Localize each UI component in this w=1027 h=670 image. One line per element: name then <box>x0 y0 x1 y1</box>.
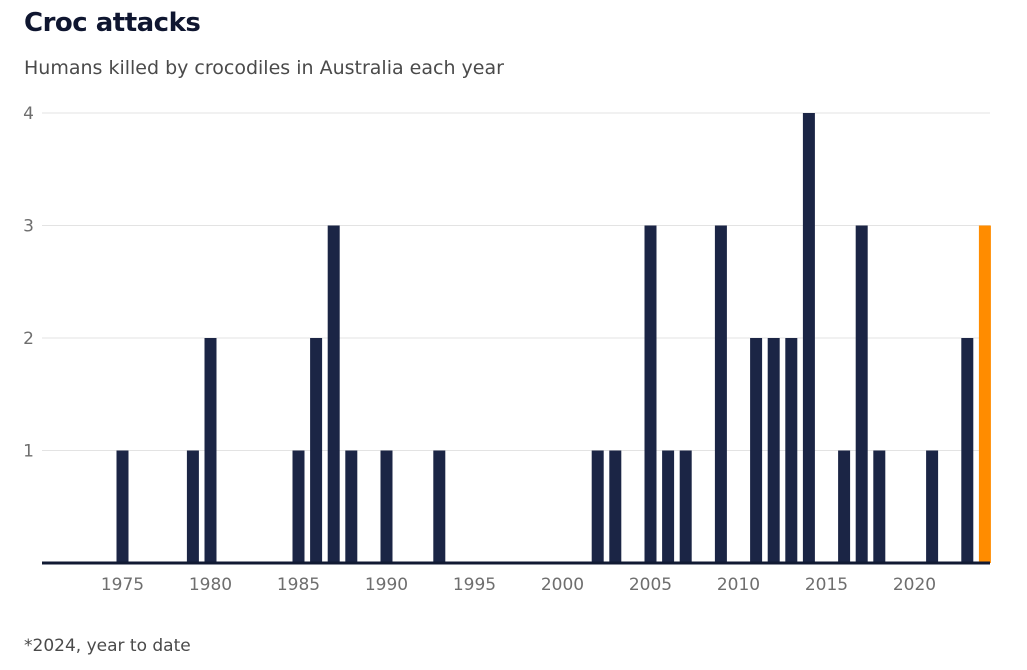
bar-1975 <box>116 450 129 563</box>
x-tick-label-1975: 1975 <box>101 575 144 595</box>
x-tick-label-1995: 1995 <box>453 575 496 595</box>
y-tick-label-1: 1 <box>23 442 34 462</box>
bar-2006 <box>662 450 675 563</box>
bar-2003 <box>609 450 622 563</box>
x-tick-label-2020: 2020 <box>893 575 936 595</box>
x-tick-label-1985: 1985 <box>277 575 320 595</box>
y-tick-label-4: 4 <box>23 104 34 124</box>
x-tick-label-2015: 2015 <box>805 575 848 595</box>
bar-2023 <box>961 338 974 563</box>
x-tick-label-2000: 2000 <box>541 575 584 595</box>
bar-1985 <box>292 450 305 563</box>
bar-1986 <box>310 338 323 563</box>
bar-1980 <box>204 338 217 563</box>
bar-1987 <box>327 225 340 563</box>
x-tick-label-2005: 2005 <box>629 575 672 595</box>
chart-subtitle: Humans killed by crocodiles in Australia… <box>24 57 504 79</box>
bar-2012 <box>767 338 780 563</box>
bar-2016 <box>838 450 851 563</box>
bar-2005 <box>644 225 657 563</box>
y-tick-label-2: 2 <box>23 329 34 349</box>
y-tick-label-3: 3 <box>23 217 34 237</box>
bar-2024 <box>978 225 991 563</box>
bar-2014 <box>802 113 815 563</box>
bar-1993 <box>433 450 446 563</box>
bar-2021 <box>926 450 939 563</box>
bar-2013 <box>785 338 798 563</box>
bar-2009 <box>714 225 727 563</box>
bar-2018 <box>873 450 886 563</box>
x-tick-label-1990: 1990 <box>365 575 408 595</box>
bar-1979 <box>186 450 199 563</box>
bar-1990 <box>380 450 393 563</box>
bar-2002 <box>591 450 604 563</box>
x-tick-label-1980: 1980 <box>189 575 232 595</box>
chart-footnote: *2024, year to date <box>24 636 191 656</box>
bar-2011 <box>750 338 763 563</box>
chart-title: Croc attacks <box>24 8 201 38</box>
bar-2017 <box>855 225 868 563</box>
bar-1988 <box>345 450 358 563</box>
x-tick-label-2010: 2010 <box>717 575 760 595</box>
bar-2007 <box>679 450 692 563</box>
